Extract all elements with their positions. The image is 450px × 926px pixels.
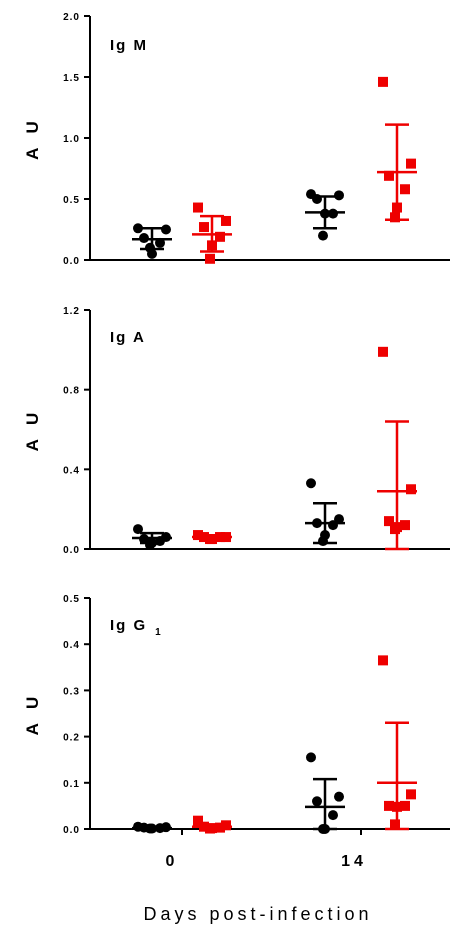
data-point (312, 194, 322, 204)
data-point (221, 215, 231, 226)
data-point (318, 536, 328, 547)
data-point (378, 346, 388, 357)
data-point (221, 820, 231, 831)
x-category-label-0: 0 (166, 853, 179, 870)
y-tick-label: 0.3 (63, 686, 80, 697)
data-point (406, 484, 416, 495)
data-point (193, 815, 203, 826)
y-tick-label: 0.0 (63, 545, 80, 556)
y-tick-label: 0.0 (63, 256, 80, 267)
x-axis-label: Days post-infection (143, 904, 372, 924)
y-tick-label: 0.5 (63, 594, 80, 605)
y-tick-label: 0.5 (63, 195, 80, 206)
data-point (193, 202, 203, 213)
data-point (392, 801, 402, 812)
data-point (306, 752, 316, 763)
data-point (390, 819, 400, 830)
y-axis-label: A U (23, 116, 42, 160)
data-point (384, 170, 394, 181)
data-point (193, 530, 203, 541)
data-point (328, 520, 338, 531)
data-point (205, 823, 215, 834)
panel-title: Ig A (110, 329, 146, 346)
panel-title-subscript: 1 (155, 627, 161, 638)
data-point (318, 230, 328, 241)
data-point (215, 231, 225, 242)
y-tick-label: 0.2 (63, 733, 80, 744)
y-tick-label: 0.8 (63, 386, 80, 397)
panel-title: Ig M (110, 37, 148, 54)
data-point (312, 796, 322, 807)
data-point (400, 800, 410, 811)
data-point (328, 810, 338, 821)
y-tick-label: 0.1 (63, 779, 80, 790)
data-point (133, 524, 143, 535)
data-point (406, 158, 416, 169)
data-point (384, 800, 394, 811)
data-point (145, 540, 155, 551)
data-point (318, 824, 328, 834)
data-point (199, 222, 209, 233)
data-point (161, 224, 171, 235)
x-category-label-14: 14 (341, 853, 367, 870)
data-point (378, 76, 388, 87)
data-point (406, 789, 416, 800)
data-point (207, 240, 217, 251)
data-point (145, 242, 155, 253)
data-point (334, 791, 344, 802)
y-tick-label: 0.4 (63, 465, 80, 476)
data-point (205, 253, 215, 264)
y-tick-label: 2.0 (63, 12, 80, 23)
data-point (390, 212, 400, 223)
y-tick-label: 0.0 (63, 825, 80, 836)
data-point (390, 524, 400, 535)
y-axis-label: A U (23, 408, 42, 452)
data-point (400, 520, 410, 531)
data-point (400, 184, 410, 195)
data-point (392, 202, 402, 213)
data-point (384, 516, 394, 527)
y-tick-label: 1.5 (63, 73, 80, 84)
data-point (205, 534, 215, 545)
data-point (306, 478, 316, 489)
y-tick-label: 1.2 (63, 306, 80, 317)
data-point (133, 223, 143, 234)
panel-title: Ig G (110, 617, 147, 634)
data-point (378, 655, 388, 666)
data-point (334, 190, 344, 201)
y-tick-label: 1.0 (63, 134, 80, 145)
y-axis-label: A U (23, 692, 42, 736)
y-tick-label: 0.4 (63, 640, 80, 651)
